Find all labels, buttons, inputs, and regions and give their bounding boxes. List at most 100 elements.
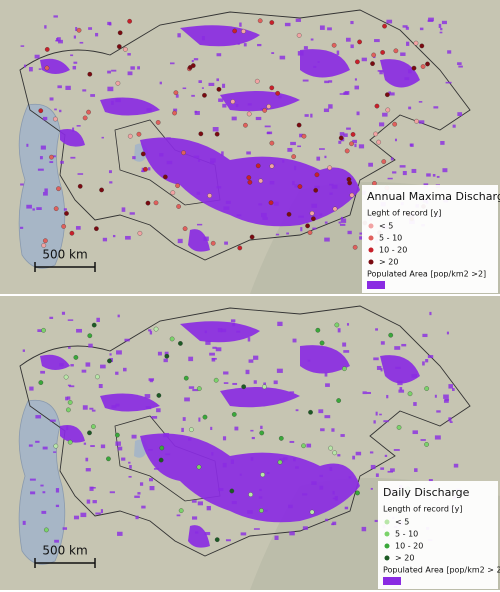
populated-speck [30, 491, 36, 495]
populated-speck [375, 411, 378, 416]
populated-speck [38, 68, 42, 70]
populated-speck [49, 97, 54, 101]
populated-speck [23, 64, 27, 68]
populated-area [100, 97, 160, 116]
legend-box [362, 185, 498, 293]
populated-speck [145, 406, 152, 410]
gauge-station [229, 488, 235, 494]
populated-speck [42, 116, 48, 121]
populated-speck [222, 83, 226, 88]
gauge-station [352, 244, 358, 250]
gauge-station [247, 179, 253, 185]
populated-speck [83, 442, 87, 445]
legend-title: Annual Maxima Discharge [367, 190, 500, 203]
populated-speck [411, 168, 417, 173]
populated-speck [107, 86, 114, 92]
populated-speck [409, 143, 413, 147]
populated-speck [339, 93, 346, 95]
gauge-station [249, 234, 255, 240]
gauge-station [305, 223, 310, 229]
gauge-station [170, 190, 176, 196]
populated-speck [59, 363, 64, 367]
populated-speck [320, 428, 325, 432]
populated-speck [82, 89, 87, 92]
gauge-station [143, 166, 148, 172]
populated-speck [196, 191, 201, 195]
populated-speck [73, 35, 77, 39]
gauge-station [332, 450, 337, 456]
populated-speck [250, 429, 254, 432]
populated-speck [319, 485, 324, 490]
gauge-station [181, 150, 186, 156]
populated-speck [324, 80, 330, 84]
gauge-station [355, 59, 360, 65]
populated-speck [340, 434, 345, 437]
gauge-station [66, 407, 71, 413]
populated-speck [329, 183, 334, 186]
populated-speck [278, 95, 282, 99]
gauge-station [53, 116, 58, 122]
populated-speck [42, 491, 46, 494]
populated-speck [225, 539, 231, 542]
populated-speck [44, 25, 47, 29]
scale-label: 500 km [42, 248, 87, 262]
gauge-station [301, 133, 307, 139]
populated-speck [294, 184, 301, 188]
gauge-station [127, 18, 132, 24]
populated-speck [457, 112, 463, 117]
populated-speck [91, 409, 96, 412]
gauge-station [262, 108, 268, 113]
gauge-station [63, 374, 69, 380]
legend-label: < 5 [379, 222, 393, 231]
populated-speck [274, 201, 279, 206]
gauge-station [82, 115, 88, 121]
gauge-station [268, 200, 274, 206]
populated-speck [169, 62, 175, 65]
populated-speck [131, 434, 137, 439]
populated-speck [344, 506, 349, 510]
populated-speck [26, 204, 32, 209]
legend-label: 10 - 20 [395, 542, 423, 551]
populated-speck [153, 467, 160, 470]
populated-speck [40, 370, 46, 374]
populated-speck [80, 512, 87, 518]
gauge-station [169, 336, 175, 342]
gauge-station [196, 464, 202, 470]
gauge-station [43, 238, 48, 244]
populated-speck [295, 466, 299, 469]
populated-speck [264, 125, 271, 128]
populated-speck [300, 227, 303, 232]
populated-speck [376, 365, 382, 370]
gauge-station [277, 459, 283, 465]
populated-area [300, 345, 350, 374]
populated-speck [70, 364, 74, 367]
populated-speck [212, 127, 219, 132]
populated-speck [129, 212, 135, 215]
gauge-station [156, 393, 162, 398]
populated-speck [54, 539, 59, 543]
populated-speck [331, 523, 335, 526]
gauge-station [44, 527, 49, 533]
gauge-station [38, 108, 44, 114]
gauge-station [311, 216, 316, 222]
populated-speck [427, 355, 434, 359]
populated-speck [390, 468, 395, 472]
gauge-station [173, 90, 179, 96]
populated-speck [323, 108, 330, 113]
populated-speck [250, 457, 254, 461]
populated-speck [129, 465, 132, 469]
gauge-station [99, 187, 104, 193]
populated-speck [262, 217, 268, 220]
gauge-station [231, 412, 237, 417]
gauge-station [202, 414, 208, 420]
map-panel: 500 km Daily Discharge Length of record [y… [0, 296, 500, 590]
populated-speck [332, 490, 335, 495]
gauge-station [69, 230, 75, 236]
populated-speck [414, 468, 418, 472]
populated-speck [388, 92, 395, 96]
populated-speck [166, 160, 173, 165]
gauge-station [162, 174, 168, 180]
populated-speck [194, 531, 199, 534]
populated-speck [343, 350, 350, 353]
populated-speck [324, 372, 328, 377]
